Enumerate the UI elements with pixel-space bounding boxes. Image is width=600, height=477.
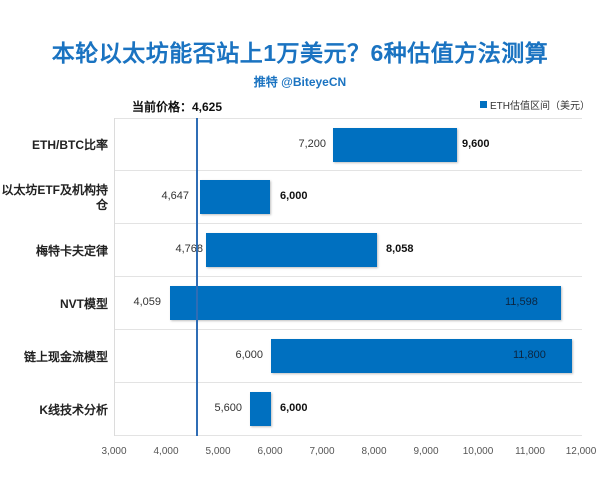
legend: ETH估值区间（美元） <box>480 97 590 112</box>
category-label: 梅特卡夫定律 <box>35 244 108 258</box>
high-value-label: 11,598 <box>505 296 538 308</box>
range-bar <box>271 339 572 373</box>
x-tick: 8,000 <box>361 446 387 457</box>
plot-area: 7,200 9,600 4,647 6,000 4,768 8,058 4,05… <box>114 118 582 436</box>
high-value-label: 6,000 <box>280 190 308 202</box>
x-tick: 9,000 <box>413 446 439 457</box>
category-label: 链上现金流模型 <box>23 350 108 364</box>
high-value-label: 9,600 <box>462 138 490 150</box>
x-tick: 11,000 <box>515 446 545 457</box>
range-bar <box>170 286 561 320</box>
high-value-label: 11,800 <box>513 349 546 361</box>
x-tick: 4,000 <box>153 446 179 457</box>
row-nvt: 4,059 11,598 <box>115 277 582 330</box>
legend-label: ETH估值区间（美元） <box>490 101 590 112</box>
category-label: K线技术分析 <box>39 403 108 417</box>
range-bar <box>200 180 270 214</box>
row-metcalfe: 4,768 8,058 <box>115 224 582 277</box>
low-value-label: 6,000 <box>235 349 263 361</box>
chart-title: 本轮以太坊能否站上1万美元？6种估值方法测算 <box>51 40 549 66</box>
x-tick: 10,000 <box>462 446 494 457</box>
low-value-label: 5,600 <box>214 402 242 414</box>
low-value-label: 4,059 <box>133 296 161 308</box>
category-label: 以太坊ETF及机构持仓 <box>1 183 108 212</box>
x-tick: 3,000 <box>101 446 127 457</box>
low-value-label: 4,647 <box>161 190 189 202</box>
high-value-label: 6,000 <box>280 402 308 414</box>
low-value-label: 4,768 <box>175 243 203 255</box>
x-tick: 7,000 <box>309 446 335 457</box>
legend-swatch-icon <box>480 101 487 108</box>
range-bar <box>206 233 377 267</box>
range-bar <box>333 128 457 162</box>
high-value-label: 8,058 <box>386 243 414 255</box>
category-label: ETH/BTC比率 <box>32 138 108 152</box>
chart-subtitle: 推特 @BiteyeCN <box>253 75 347 89</box>
current-price-label: 当前价格：4,625 <box>132 100 223 114</box>
x-tick: 5,000 <box>205 446 231 457</box>
category-label: NVT模型 <box>59 297 108 311</box>
row-etf: 4,647 6,000 <box>115 171 582 224</box>
x-tick: 6,000 <box>257 446 283 457</box>
row-kline: 5,600 6,000 <box>115 383 582 436</box>
x-tick: 12,000 <box>565 446 597 457</box>
low-value-label: 7,200 <box>298 138 326 150</box>
row-eth-btc: 7,200 9,600 <box>115 118 582 171</box>
current-price-line <box>196 118 198 436</box>
row-cashflow: 6,000 11,800 <box>115 330 582 383</box>
range-bar <box>250 392 271 426</box>
